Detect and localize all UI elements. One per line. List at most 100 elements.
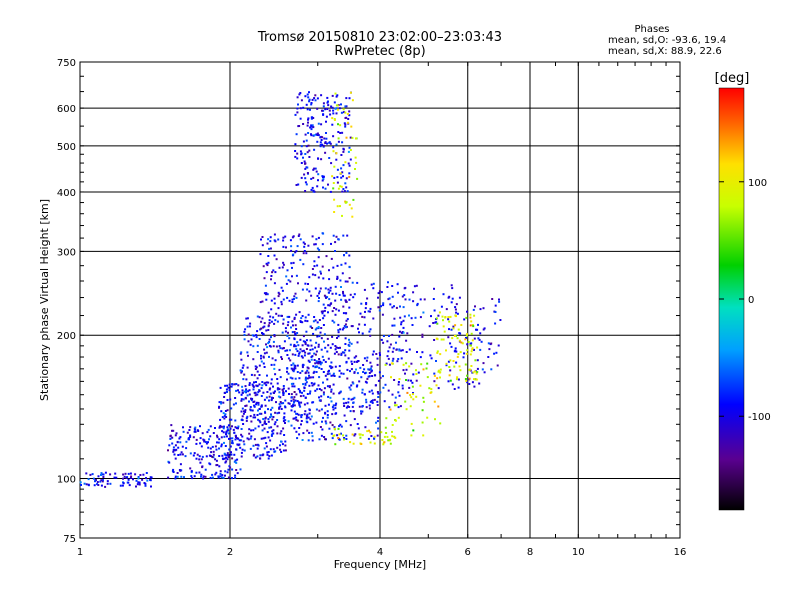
data-point: [125, 476, 128, 479]
data-point: [302, 335, 305, 338]
data-point: [176, 472, 179, 474]
data-point: [232, 403, 235, 406]
data-point: [316, 107, 319, 110]
data-point: [317, 179, 319, 182]
data-point: [221, 454, 224, 457]
data-point: [439, 371, 441, 374]
data-point: [238, 391, 241, 394]
data-point: [309, 390, 312, 393]
data-point: [430, 388, 433, 391]
data-point: [385, 417, 388, 420]
data-point: [335, 346, 338, 349]
data-point: [219, 386, 222, 389]
data-point: [223, 452, 226, 455]
data-point: [293, 338, 296, 341]
data-point: [267, 311, 270, 314]
data-point: [307, 118, 309, 121]
data-point: [354, 433, 357, 436]
data-point: [179, 453, 182, 456]
data-point: [330, 242, 332, 245]
data-point: [286, 378, 288, 381]
data-point: [323, 309, 326, 312]
data-point: [137, 476, 140, 478]
data-point: [287, 331, 289, 334]
data-point: [274, 421, 277, 424]
data-point: [272, 345, 275, 348]
data-point: [410, 317, 413, 320]
colorbar-label: [deg]: [715, 71, 750, 86]
data-point: [292, 368, 295, 371]
data-point: [333, 211, 336, 213]
data-point: [307, 244, 310, 247]
data-point: [269, 236, 272, 239]
data-point: [250, 397, 252, 400]
data-point: [270, 299, 273, 302]
x-tick-label: 10: [572, 547, 585, 558]
data-point: [295, 184, 298, 186]
data-point: [304, 133, 307, 136]
data-point: [100, 472, 103, 475]
data-point: [363, 393, 366, 396]
data-point: [317, 343, 320, 346]
data-point: [370, 389, 373, 392]
data-point: [334, 241, 337, 244]
data-point: [326, 108, 329, 110]
data-point: [277, 351, 280, 354]
data-point: [247, 340, 250, 343]
data-point: [204, 441, 207, 443]
data-point: [228, 418, 231, 421]
data-point: [423, 298, 426, 301]
data-point: [254, 456, 257, 459]
data-point: [308, 360, 311, 363]
data-point: [364, 307, 367, 310]
data-point: [325, 137, 328, 140]
data-point: [181, 445, 184, 448]
data-point: [282, 402, 285, 405]
data-point: [394, 436, 397, 439]
data-point: [302, 241, 305, 244]
data-point: [369, 307, 372, 310]
data-point: [217, 476, 220, 479]
data-point: [345, 434, 348, 437]
data-point: [338, 438, 341, 441]
data-point: [325, 296, 327, 299]
data-point: [318, 388, 321, 390]
data-point: [343, 294, 346, 297]
data-point: [393, 435, 396, 438]
data-point: [224, 470, 227, 473]
data-point: [271, 430, 274, 433]
grid-lines: [79, 61, 681, 538]
data-point: [273, 367, 276, 370]
data-point: [316, 388, 319, 391]
data-point: [299, 107, 302, 110]
data-point: [490, 342, 493, 345]
data-point: [314, 167, 317, 170]
data-point: [362, 371, 365, 373]
data-point: [306, 151, 309, 154]
data-point: [284, 327, 287, 330]
data-point: [400, 357, 403, 360]
data-point: [259, 454, 262, 457]
data-point: [169, 438, 172, 440]
data-point: [266, 451, 269, 454]
data-point: [402, 326, 405, 329]
x-axis-label: Frequency [MHz]: [334, 558, 426, 571]
data-point: [322, 178, 325, 181]
data-point: [318, 319, 321, 321]
data-point: [339, 124, 342, 127]
data-point: [332, 109, 335, 112]
data-point: [328, 269, 330, 272]
data-point: [261, 244, 264, 247]
data-point: [328, 365, 331, 368]
data-point: [348, 345, 351, 347]
data-point: [326, 142, 328, 145]
data-point: [307, 132, 310, 134]
data-point: [330, 390, 333, 393]
data-point: [254, 365, 257, 368]
data-point: [293, 318, 296, 320]
data-point: [269, 247, 272, 250]
data-point: [476, 359, 479, 362]
data-point: [389, 408, 392, 411]
data-point: [290, 326, 292, 329]
data-point: [281, 314, 283, 317]
